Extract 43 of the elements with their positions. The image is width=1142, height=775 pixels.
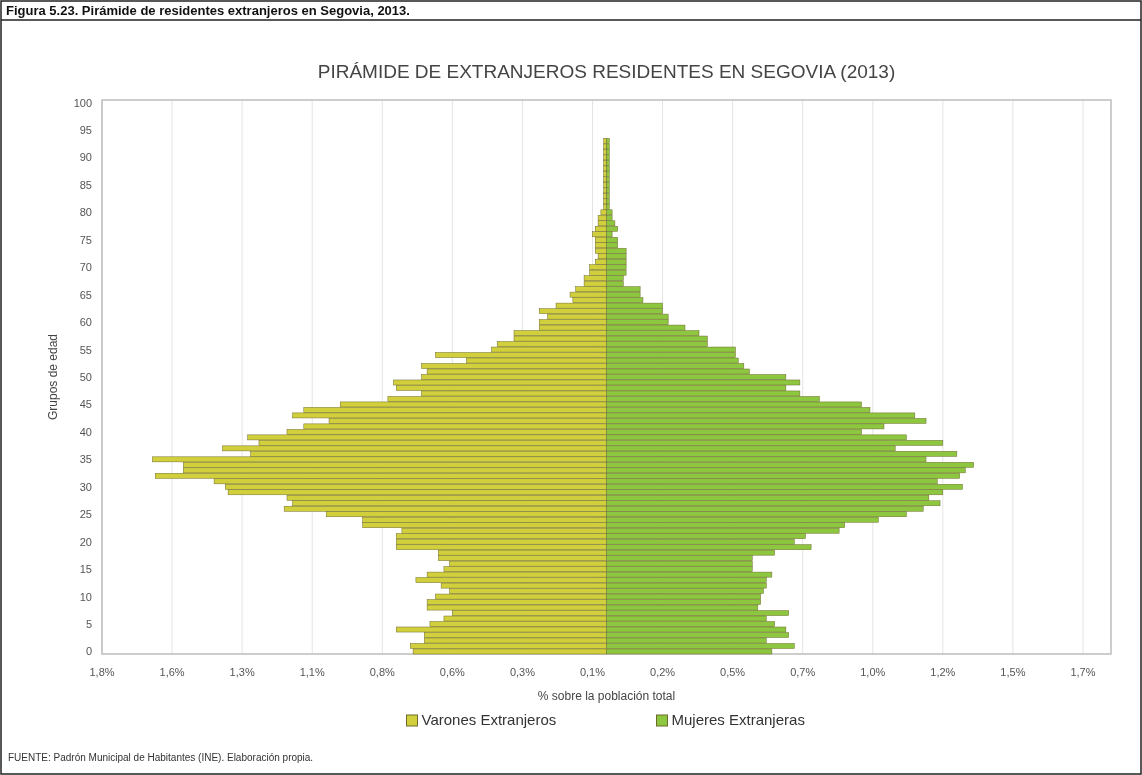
x-tick-label: 1,3% bbox=[229, 666, 255, 678]
y-tick-label: 15 bbox=[79, 563, 92, 576]
x-tick-label: 0,1% bbox=[579, 666, 606, 678]
text: Figura 5.23. Pirámide de residentes extranjeros en Segovia, 2013. bbox=[6, 3, 410, 18]
y-tick-label: 95 bbox=[79, 123, 92, 136]
x-tick-label: 1,5% bbox=[1000, 666, 1026, 678]
x-tick-label: 1,6% bbox=[159, 666, 185, 678]
x-tick-label: 1,7% bbox=[1070, 666, 1096, 678]
x-tick-label: 0,3% bbox=[509, 666, 536, 678]
y-tick-label: 70 bbox=[79, 261, 92, 274]
x-tick-label: 0,2% bbox=[650, 666, 676, 678]
y-tick-label: 100 bbox=[73, 96, 92, 109]
x-tick-label: 0,6% bbox=[439, 666, 466, 678]
y-tick-label: 50 bbox=[79, 371, 92, 383]
legend-label: Mujeres Extranjeras bbox=[671, 711, 805, 728]
x-tick-label: 0,7% bbox=[790, 666, 816, 678]
y-tick-label: 75 bbox=[79, 233, 92, 246]
y-tick-label: 60 bbox=[79, 316, 92, 329]
x-axis-title: % sobre la población total bbox=[537, 689, 676, 703]
y-tick-label: 30 bbox=[79, 480, 92, 493]
x-tick-label: 0,8% bbox=[369, 666, 396, 678]
y-tick-label: 10 bbox=[79, 590, 92, 603]
source-note: FUENTE: Padrón Municipal de Habitantes (INE). Elaboración propia. bbox=[8, 752, 314, 763]
x-tick-label: 1,8% bbox=[89, 666, 115, 678]
legend-label: Varones Extranjeros bbox=[421, 711, 557, 728]
x-tick-label: 1,0% bbox=[860, 666, 886, 678]
y-tick-label: 45 bbox=[79, 398, 92, 411]
x-tick-label: 1,2% bbox=[930, 666, 956, 678]
y-tick-label: 55 bbox=[79, 343, 92, 356]
y-tick-label: 90 bbox=[79, 151, 92, 164]
y-tick-label: 85 bbox=[79, 178, 92, 191]
y-tick-label: 25 bbox=[79, 508, 92, 521]
y-tick-label: 20 bbox=[79, 535, 92, 548]
y-tick-label: 35 bbox=[79, 453, 92, 466]
chart-title: PIRÁMIDE DE EXTRANJEROS RESIDENTES EN SEGOVIA (2013) bbox=[317, 61, 896, 82]
x-tick-label: 0,5% bbox=[720, 666, 746, 678]
y-tick-label: 65 bbox=[79, 288, 92, 301]
y-tick-label: 0 bbox=[85, 645, 92, 658]
x-tick-label: 1,1% bbox=[299, 666, 325, 678]
y-tick-label: 80 bbox=[79, 206, 92, 219]
y-tick-label: 40 bbox=[79, 425, 92, 438]
y-tick-label: 5 bbox=[85, 618, 92, 631]
y-axis-title: Grupos de edad bbox=[46, 333, 60, 421]
